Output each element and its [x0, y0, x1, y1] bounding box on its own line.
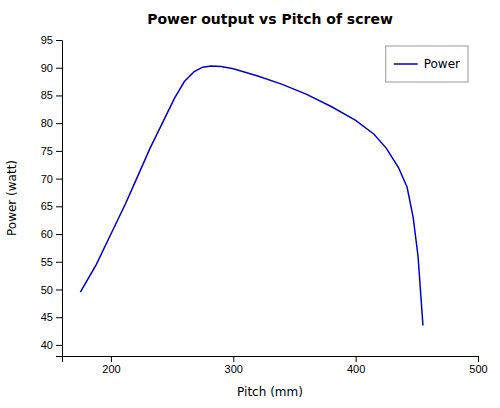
tick-mark	[56, 68, 62, 69]
tick: 55	[41, 256, 62, 268]
tick-label: 400	[347, 363, 365, 375]
tick-label: 80	[41, 117, 53, 129]
tick-mark	[233, 356, 234, 362]
tick: 300	[225, 356, 243, 375]
tick: 65	[41, 200, 62, 212]
tick-label: 65	[41, 200, 53, 212]
y-axis-title: Power (watt)	[5, 160, 19, 236]
tick-mark	[111, 356, 112, 362]
tick-label: 500	[469, 363, 487, 375]
tick-label: 50	[41, 283, 53, 295]
x-axis-title: Pitch (mm)	[237, 385, 303, 399]
tick-mark	[56, 206, 62, 207]
legend: Power	[386, 46, 468, 82]
tick: 80	[41, 117, 62, 129]
legend-label: Power	[424, 57, 460, 71]
tick-mark	[478, 356, 479, 362]
tick-label: 95	[41, 34, 53, 46]
marks	[80, 66, 423, 325]
plot: 200 300 400 500 40 45 50 55 60 65 70 75 80 85 90 95 Powe…	[41, 34, 488, 375]
x-axis: 200 300 400 500	[63, 356, 488, 375]
tick-mark	[356, 356, 357, 362]
tick-mark	[56, 95, 62, 96]
tick-label: 85	[41, 89, 53, 101]
tick: 60	[41, 228, 62, 240]
line	[80, 66, 423, 325]
legend-swatch	[394, 63, 418, 65]
tick-label: 45	[41, 311, 53, 323]
axis-line	[56, 41, 63, 357]
tick-mark	[56, 234, 62, 235]
tick: 75	[41, 145, 62, 157]
tick-label: 300	[225, 363, 243, 375]
axis-line	[63, 357, 479, 363]
title: Power output vs Pitch of screw	[147, 11, 393, 27]
tick-label: 40	[41, 339, 53, 351]
tick-mark	[56, 345, 62, 346]
tick-mark	[56, 151, 62, 152]
tick: 400	[347, 356, 365, 375]
tick-mark	[56, 289, 62, 290]
tick: 85	[41, 89, 62, 101]
tick-label: 75	[41, 145, 53, 157]
y-axis: 40 45 50 55 60 65 70 75 80 85 90 95	[41, 34, 63, 356]
tick: 45	[41, 311, 62, 323]
tick-mark	[56, 123, 62, 124]
tick: 200	[102, 356, 120, 375]
tick-mark	[56, 179, 62, 180]
tick-label: 90	[41, 62, 53, 74]
tick-label: 55	[41, 256, 53, 268]
tick-mark	[56, 40, 62, 41]
chart: 200 300 400 500 40 45 50 55 60 65 70 75 80 85 90 95 Powe…	[0, 0, 500, 408]
tick: 95	[41, 34, 62, 46]
tick: 50	[41, 283, 62, 295]
tick: 90	[41, 62, 62, 74]
tick-mark	[56, 317, 62, 318]
legend-box	[386, 46, 468, 82]
tick: 70	[41, 173, 62, 185]
tick: 500	[469, 356, 487, 375]
tick-label: 70	[41, 173, 53, 185]
tick: 40	[41, 339, 62, 351]
tick-mark	[56, 262, 62, 263]
tick-label: 200	[102, 363, 120, 375]
tick-label: 60	[41, 228, 53, 240]
